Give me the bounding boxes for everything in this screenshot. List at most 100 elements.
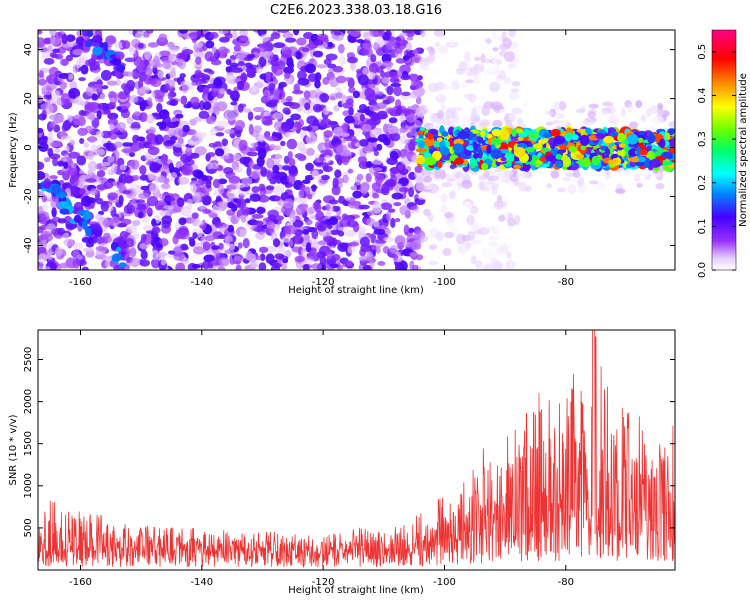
heatmap-cell [198,32,205,38]
heatmap-cell [288,166,299,178]
heatmap-cell [283,198,295,209]
heatmap-cell [397,164,404,171]
y-tick-label: 1500 [23,431,34,456]
heatmap-cell [256,206,266,215]
heatmap-cell [275,132,282,139]
heatmap-cell [212,178,221,189]
heatmap-cell [186,198,193,206]
heatmap-cell [425,185,432,190]
heatmap-cell [385,40,396,51]
heatmap-cell [135,199,146,205]
heatmap-cell [467,230,476,241]
heatmap-cell [116,246,121,252]
heatmap-cell [47,131,53,139]
heatmap-cell [79,138,85,144]
heatmap-cell [144,50,152,60]
heatmap-cell [101,85,109,90]
heatmap-cell [207,263,214,269]
heatmap-cell [75,59,82,69]
heatmap-cell [259,253,266,261]
heatmap-cell [463,201,472,212]
heatmap-cell [202,241,211,251]
heatmap-cell [471,239,483,245]
heatmap-cell [118,262,127,268]
heatmap-cell [85,227,92,237]
heatmap-cell [485,38,492,44]
heatmap-cell [394,235,406,246]
heatmap-cell [326,251,333,260]
heatmap-cell [441,131,449,137]
heatmap-cell [494,199,504,209]
heatmap-cell [657,109,666,116]
heatmap-cell [382,246,390,254]
colorbar: 0.0 0.1 0.2 0.3 0.4 0.5 Normalized spectral a… [697,29,749,278]
heatmap-cell [386,210,392,222]
heatmap-cell [257,140,267,148]
heatmap-cell [51,184,62,194]
heatmap-cell [301,126,313,131]
heatmap-cell [305,134,318,145]
heatmap-cell [251,84,257,93]
heatmap-cell [491,60,498,71]
heatmap-cell [59,262,70,269]
heatmap-cell [268,83,276,91]
heatmap-cell [368,71,376,80]
heatmap-cell [518,181,528,192]
heatmap-cell [96,227,103,236]
heatmap-cell [270,265,281,270]
heatmap-cell [161,183,171,189]
heatmap-cell [78,77,86,82]
heatmap-cell [437,109,445,121]
heatmap-cell [325,203,331,211]
heatmap-cell [85,86,96,97]
heatmap-cell [280,246,286,254]
heatmap-cell [281,263,288,270]
heatmap-cell [224,128,235,135]
heatmap-cell [57,169,65,176]
heatmap-cell [177,59,187,70]
heatmap-cell [387,108,396,115]
heatmap-cell [370,54,377,63]
heatmap-cell [474,56,481,61]
heatmap-cell [551,120,561,125]
heatmap-cell [481,162,489,171]
heatmap-cell [414,177,427,184]
heatmap-cell [304,174,315,181]
heatmap-cell [41,135,49,141]
heatmap-cell [116,72,122,80]
heatmap-cell [137,211,144,219]
heatmap-cell [260,166,268,177]
heatmap-cell [180,95,188,105]
heatmap-cell [138,79,144,89]
heatmap-cell [489,81,501,93]
heatmap-cell [496,59,502,65]
heatmap-cell [246,166,252,177]
heatmap-cell [322,165,333,173]
heatmap-cell [427,54,436,63]
heatmap-cell [211,260,220,266]
heatmap-cell [331,185,341,196]
heatmap-cell [118,93,128,100]
heatmap-cell [507,62,517,69]
heatmap-cell [357,155,367,164]
heatmap-cell [92,83,103,93]
heatmap-cell [149,91,156,100]
heatmap-cell [59,58,70,66]
heatmap-cell [113,141,123,148]
heatmap-cell [207,83,217,89]
heatmap-cell [164,83,170,92]
heatmap-cell [483,170,490,178]
heatmap-cell [256,79,265,89]
heatmap-cell [435,118,444,125]
heatmap-cell [158,33,168,43]
heatmap-cell [377,261,386,266]
heatmap-cell [219,171,226,179]
heatmap-cell [188,236,195,243]
heatmap-cell [604,148,611,156]
heatmap-cell [121,148,133,154]
heatmap-cell [383,123,389,134]
heatmap-cell [444,211,454,219]
heatmap-cell [121,83,128,91]
heatmap-cell [80,64,89,75]
heatmap-cell [399,64,411,75]
